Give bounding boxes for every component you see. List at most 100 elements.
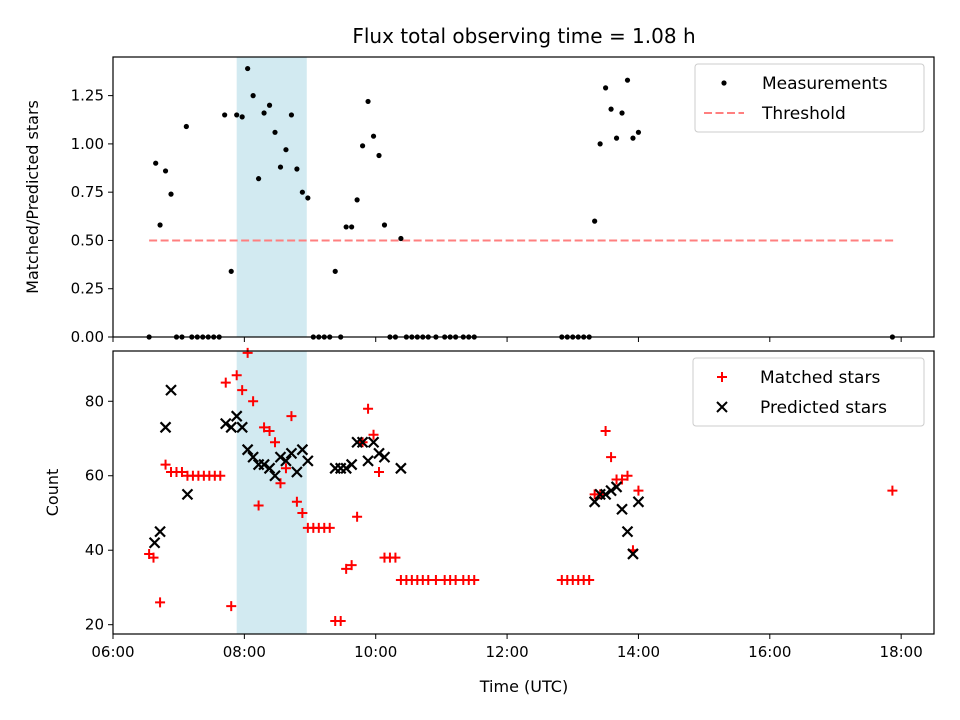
- matched-star-marker: [280, 463, 291, 474]
- x-tick-label: 06:00: [91, 643, 134, 661]
- matched-star-marker: [324, 522, 335, 533]
- predicted-star-marker: [274, 451, 287, 463]
- matched-star-marker: [286, 411, 297, 422]
- measurement-point: [381, 222, 388, 228]
- predicted-star-marker: [159, 421, 172, 434]
- predicted-star-marker: [291, 466, 303, 478]
- x-tick-label: 12:00: [485, 643, 528, 661]
- measurement-point: [183, 123, 189, 130]
- predicted-star-marker: [285, 447, 298, 460]
- measurement-point: [299, 189, 305, 195]
- measurement-point: [619, 110, 625, 116]
- legend-marker-matched: [717, 372, 727, 382]
- matched-star-marker: [259, 422, 270, 433]
- matched-star-marker: [237, 385, 248, 396]
- axes-frame: [112, 56, 935, 338]
- matched-star-marker: [600, 426, 611, 437]
- measurement-point: [239, 114, 245, 120]
- measurement-point: [288, 112, 295, 118]
- measurement-point: [349, 224, 355, 230]
- matched-star-marker: [270, 437, 281, 448]
- matched-star-marker: [469, 575, 480, 586]
- predicted-star-marker: [302, 455, 314, 467]
- matched-star-marker: [390, 552, 401, 563]
- matched-star-marker: [160, 459, 171, 470]
- matched-star-marker: [374, 467, 385, 478]
- measurement-point: [370, 133, 377, 139]
- y-axis-label: Matched/Predicted stars: [23, 100, 42, 294]
- measurement-point: [635, 129, 642, 135]
- predicted-star-marker: [367, 436, 380, 449]
- measurement-point: [398, 235, 404, 242]
- predicted-star-marker: [269, 469, 281, 482]
- matched-star-marker: [155, 597, 166, 608]
- measurement-point: [277, 164, 284, 170]
- matched-star-marker: [887, 485, 898, 496]
- y-tick-label: 40: [85, 541, 104, 559]
- predicted-star-marker: [296, 443, 309, 456]
- predicted-star-marker: [247, 451, 259, 463]
- legend: Measurements Threshold: [694, 63, 925, 133]
- measurement-point: [294, 166, 300, 172]
- matched-star-marker: [215, 470, 226, 481]
- bottom-panel: 20 40 60 80 06:00 08:00 10:00 12:00 14:00 16:00 18…: [43, 347, 935, 661]
- legend-label: Matched stars: [760, 368, 880, 388]
- predicted-star-marker: [605, 484, 617, 497]
- legend-box: [692, 357, 925, 427]
- predicted-star-marker: [263, 462, 276, 475]
- matched-star-marker: [341, 563, 352, 574]
- legend-marker-measurements: [721, 80, 727, 86]
- predicted-star-marker: [280, 455, 292, 467]
- y-tick-label: 20: [85, 616, 104, 634]
- matched-star-marker: [346, 560, 357, 571]
- matched-star-marker: [363, 403, 374, 414]
- measurement-point: [343, 224, 349, 230]
- x-tick-label: 10:00: [354, 643, 397, 661]
- matched-star-marker: [220, 377, 231, 388]
- legend-label: Threshold: [761, 104, 846, 124]
- predicted-star-marker: [599, 488, 612, 501]
- measurement-point: [592, 218, 598, 224]
- measurement-point: [624, 77, 631, 83]
- legend: Matched stars Predicted stars: [692, 357, 925, 427]
- highlight-span: [236, 57, 307, 337]
- y-tick-label: 1.25: [71, 87, 104, 105]
- measurement-point: [283, 147, 289, 153]
- measurement-point: [359, 143, 366, 149]
- matched-star-marker: [291, 496, 302, 507]
- predicted-star-marker: [632, 496, 645, 508]
- chart-title: Flux total observing time = 1.08 h: [352, 24, 695, 48]
- measurement-point: [376, 152, 382, 159]
- x-tick-label: 08:00: [223, 643, 266, 661]
- matched-star-marker: [231, 370, 242, 381]
- predicted-star-marker: [241, 443, 254, 456]
- matched-star-marker: [606, 452, 617, 463]
- measurement-point: [222, 112, 228, 118]
- matched-star-marker: [584, 575, 595, 586]
- x-tick-label: 14:00: [617, 643, 660, 661]
- legend-label: Measurements: [762, 74, 888, 94]
- predicted-star-marker: [236, 421, 248, 434]
- predicted-star-marker: [181, 488, 194, 501]
- highlight-span: [236, 351, 307, 634]
- predicted-star-marker: [378, 451, 391, 463]
- measurement-point: [613, 135, 620, 141]
- y-tick-label: 0.25: [71, 280, 104, 298]
- y-tick-label: 0.75: [71, 183, 104, 201]
- measurement-point: [250, 93, 256, 99]
- predicted-star-marker: [258, 458, 270, 471]
- measurement-point: [305, 195, 311, 201]
- measurement-point: [365, 98, 371, 105]
- measurement-point: [157, 222, 163, 228]
- predicted-star-marker: [154, 525, 166, 538]
- predicted-star-marker: [395, 462, 407, 475]
- legend-label: Predicted stars: [760, 398, 887, 418]
- predicted-star-marker: [165, 384, 177, 396]
- measurement-point: [245, 65, 251, 72]
- x-axis-label: Time (UTC): [479, 677, 568, 696]
- legend-marker-predicted: [716, 401, 728, 413]
- measurement-point: [153, 160, 159, 166]
- matched-star-marker: [242, 347, 253, 358]
- measurement-point: [272, 129, 278, 135]
